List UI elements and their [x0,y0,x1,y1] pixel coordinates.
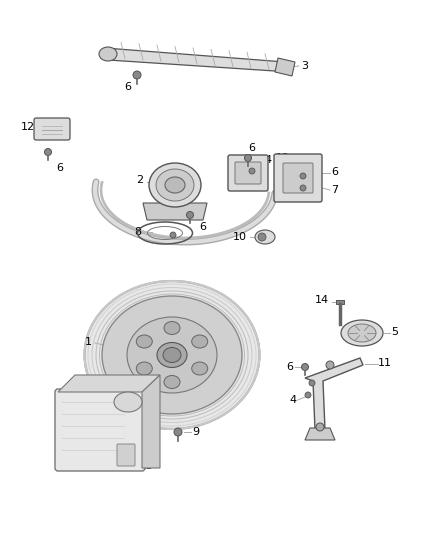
Ellipse shape [164,321,180,335]
Text: 14: 14 [315,295,329,305]
FancyBboxPatch shape [283,163,313,193]
Circle shape [174,428,182,436]
Circle shape [187,212,194,219]
Text: 6: 6 [57,163,64,173]
Text: 7: 7 [332,185,339,195]
Ellipse shape [348,324,376,342]
Ellipse shape [255,230,275,244]
FancyBboxPatch shape [117,444,135,466]
Circle shape [301,364,308,370]
Ellipse shape [157,343,187,367]
Text: 6: 6 [332,167,339,177]
Ellipse shape [156,169,194,201]
Ellipse shape [114,392,142,412]
Ellipse shape [192,362,208,375]
Ellipse shape [165,177,185,193]
Text: 6: 6 [248,143,255,153]
Circle shape [45,149,52,156]
Text: 13: 13 [276,153,290,163]
Text: 9: 9 [192,427,200,437]
Polygon shape [275,58,295,76]
Ellipse shape [136,335,152,348]
Ellipse shape [102,296,242,414]
Text: 4: 4 [265,155,272,165]
Polygon shape [58,375,160,392]
Ellipse shape [149,163,201,207]
Ellipse shape [127,317,217,393]
Text: 4: 4 [290,395,297,405]
Circle shape [249,168,255,174]
Polygon shape [143,203,207,220]
Ellipse shape [341,320,383,346]
Text: 12: 12 [21,122,35,132]
Ellipse shape [192,335,208,348]
Circle shape [316,423,324,431]
Ellipse shape [136,362,152,375]
FancyBboxPatch shape [55,389,145,471]
FancyBboxPatch shape [274,154,322,202]
Text: 6: 6 [199,222,206,232]
Text: 3: 3 [301,61,308,71]
Circle shape [133,71,141,79]
FancyBboxPatch shape [228,155,268,191]
Text: 10: 10 [233,232,247,242]
Polygon shape [305,428,335,440]
Text: 6: 6 [286,362,293,372]
Text: 11: 11 [378,358,392,368]
Polygon shape [305,358,363,430]
Circle shape [258,233,266,241]
Circle shape [244,155,251,161]
Circle shape [326,361,334,369]
Text: 2: 2 [137,175,144,185]
Ellipse shape [163,348,181,362]
Text: 6: 6 [124,82,131,92]
Ellipse shape [85,281,259,429]
Circle shape [300,185,306,191]
Circle shape [309,380,315,386]
Text: 1: 1 [85,337,92,347]
Circle shape [170,232,176,238]
Polygon shape [142,375,160,468]
FancyBboxPatch shape [235,162,261,184]
Text: 5: 5 [392,327,399,337]
Ellipse shape [99,47,117,61]
Circle shape [305,392,311,398]
Polygon shape [105,48,290,72]
Polygon shape [336,300,344,304]
Text: 15: 15 [140,461,154,471]
Circle shape [300,173,306,179]
Text: 8: 8 [134,227,141,237]
Ellipse shape [164,376,180,389]
FancyBboxPatch shape [34,118,70,140]
